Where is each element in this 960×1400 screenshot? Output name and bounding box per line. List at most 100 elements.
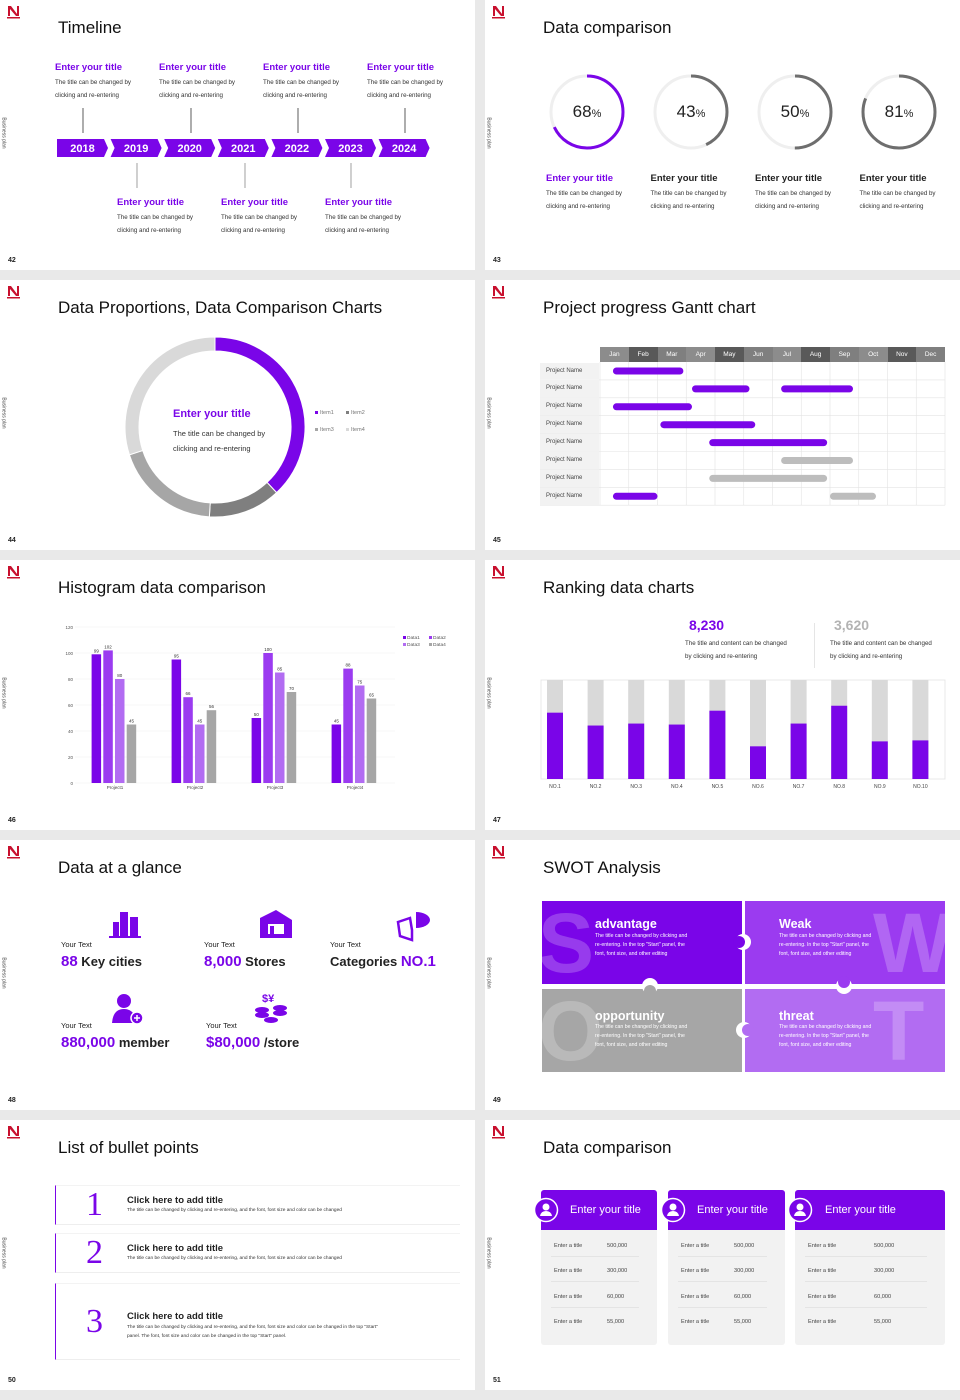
milestone-desc: The title can be changed by bbox=[325, 214, 402, 221]
bullet-number: 2 bbox=[86, 1234, 103, 1271]
slide-cards[interactable]: Business plan Data comparison 51 Enter your… bbox=[485, 1120, 960, 1390]
bullet-item[interactable]: 3 Click here to add title The title can be… bbox=[55, 1283, 460, 1360]
row-label: Enter a title bbox=[808, 1243, 837, 1249]
bar-data4 bbox=[286, 692, 297, 783]
data-label: 75 bbox=[357, 680, 363, 685]
legend-item: Data2 bbox=[429, 636, 446, 641]
side-label: Business plan bbox=[0, 1237, 7, 1269]
bar-value bbox=[871, 741, 888, 779]
data-label: 65 bbox=[369, 693, 375, 698]
legend-swatch bbox=[346, 411, 349, 415]
ring-value: 68% bbox=[557, 102, 617, 122]
slide-rings[interactable]: Business plan Data comparison 43 68% Enter y… bbox=[485, 0, 960, 270]
bullet-item[interactable]: 2 Click here to add title The title can be… bbox=[55, 1233, 460, 1273]
slide-title: Data Proportions, Data Comparison Charts bbox=[58, 298, 383, 317]
pie-chart-icon bbox=[396, 912, 430, 942]
stat-number: NO.1 bbox=[400, 953, 436, 970]
year-arrow bbox=[164, 139, 216, 157]
logo-underline bbox=[7, 17, 20, 19]
pie-wedge bbox=[396, 916, 414, 942]
legend-label: Item1 bbox=[320, 410, 334, 416]
n-logo-icon bbox=[7, 6, 20, 19]
ring-progress bbox=[549, 74, 625, 150]
swot-letter: O bbox=[542, 989, 604, 1072]
swot-quadrant-weak[interactable]: W Weak The title can be changed by clickin… bbox=[745, 901, 945, 984]
gantt-bar bbox=[781, 457, 853, 464]
month-header: Nov bbox=[887, 347, 917, 362]
puzzle-knob bbox=[644, 985, 656, 997]
row-label: Project Name bbox=[540, 362, 599, 380]
legend-item: Data1 bbox=[403, 636, 420, 641]
milestone-desc: The title can be changed by bbox=[367, 79, 444, 86]
slide-histogram[interactable]: Business plan Histogram data comparison 46… bbox=[0, 560, 475, 830]
slide-timeline[interactable]: Business plan Timeline 42 2018 2019 2020 2021 2… bbox=[0, 0, 475, 270]
slide-title: Data at a glance bbox=[58, 858, 182, 877]
icon-head bbox=[669, 1203, 677, 1211]
stat-prefix: Categories bbox=[330, 954, 401, 969]
n-logo-icon bbox=[492, 286, 505, 299]
ring-number: 43 bbox=[676, 102, 696, 121]
coin bbox=[255, 1007, 269, 1013]
data-card: Enter your title Enter a title 500,000 Ente… bbox=[668, 1190, 785, 1345]
coin bbox=[273, 1005, 287, 1011]
bullet-desc: panel. The font, font size and color can… bbox=[127, 1333, 287, 1339]
bar-data2 bbox=[183, 697, 193, 783]
bar-data3 bbox=[195, 724, 205, 783]
data-label: 70 bbox=[289, 686, 295, 691]
puzzle-knob bbox=[742, 1024, 754, 1036]
legend-swatch bbox=[315, 411, 318, 415]
year-arrow bbox=[57, 139, 108, 157]
gantt-bar bbox=[612, 403, 692, 411]
bullet-item[interactable]: 1 Click here to add title The title can be… bbox=[55, 1185, 460, 1225]
row-label: Project Name bbox=[540, 398, 599, 416]
n-logo-icon bbox=[7, 1126, 20, 1139]
legend-swatch bbox=[429, 636, 432, 639]
slide-donut[interactable]: Business plan Data Proportions, Data Comp… bbox=[0, 280, 475, 550]
milestone-desc: The title can be changed by bbox=[55, 79, 132, 86]
ring-desc: clicking and re-entering bbox=[755, 203, 819, 210]
slide-bullets[interactable]: Business plan List of bullet points 50 1 Cli… bbox=[0, 1120, 475, 1390]
row-label: Enter a title bbox=[554, 1318, 583, 1325]
card-title: Enter your title bbox=[570, 1204, 641, 1216]
slide-gantt[interactable]: Business plan Project progress Gantt char… bbox=[485, 280, 960, 550]
logo-underline bbox=[7, 577, 20, 579]
side-label: Business plan bbox=[0, 957, 7, 989]
logo-underline bbox=[492, 17, 505, 19]
gantt-bar bbox=[830, 492, 876, 500]
slide-glance[interactable]: Business plan Data at a glance 48 Your Text… bbox=[0, 840, 475, 1110]
bar-value bbox=[709, 710, 726, 779]
swot-desc: re-entering. In the top "Start" panel, t… bbox=[595, 942, 685, 948]
ring-desc: The title can be changed by bbox=[859, 190, 936, 197]
n-logo-icon bbox=[7, 566, 20, 579]
building bbox=[120, 912, 128, 936]
logo-mark bbox=[8, 846, 19, 856]
milestone-title: Enter your title bbox=[367, 62, 435, 73]
coin bbox=[255, 1012, 269, 1018]
ring-number: 50 bbox=[780, 102, 800, 121]
page-number: 48 bbox=[8, 1097, 16, 1104]
logo-underline bbox=[7, 297, 20, 299]
stat-desc: The title and content can be changed bbox=[830, 640, 932, 647]
side-label: Business plan bbox=[485, 1237, 492, 1269]
progress-ring bbox=[757, 74, 833, 150]
swot-desc: font, font size, and other editing bbox=[779, 1042, 852, 1048]
x-tick-label: NO.2 bbox=[590, 784, 602, 790]
bar-data3 bbox=[115, 679, 125, 783]
logo-underline bbox=[7, 1137, 20, 1139]
slide-title: SWOT Analysis bbox=[543, 858, 661, 877]
month-header: Mar bbox=[657, 347, 687, 362]
stat-number: 88 bbox=[61, 953, 78, 970]
slide-ranking[interactable]: Business plan Ranking data charts 47 8,230 T… bbox=[485, 560, 960, 830]
logo-underline bbox=[492, 1137, 505, 1139]
page-number: 46 bbox=[8, 817, 16, 824]
data-label: 99 bbox=[94, 648, 100, 653]
bullet-number: 3 bbox=[86, 1302, 103, 1340]
row-label: Enter a title bbox=[681, 1318, 710, 1325]
add-member-icon bbox=[112, 994, 144, 1025]
icon-body bbox=[540, 1211, 552, 1216]
gantt-bar bbox=[612, 492, 658, 500]
